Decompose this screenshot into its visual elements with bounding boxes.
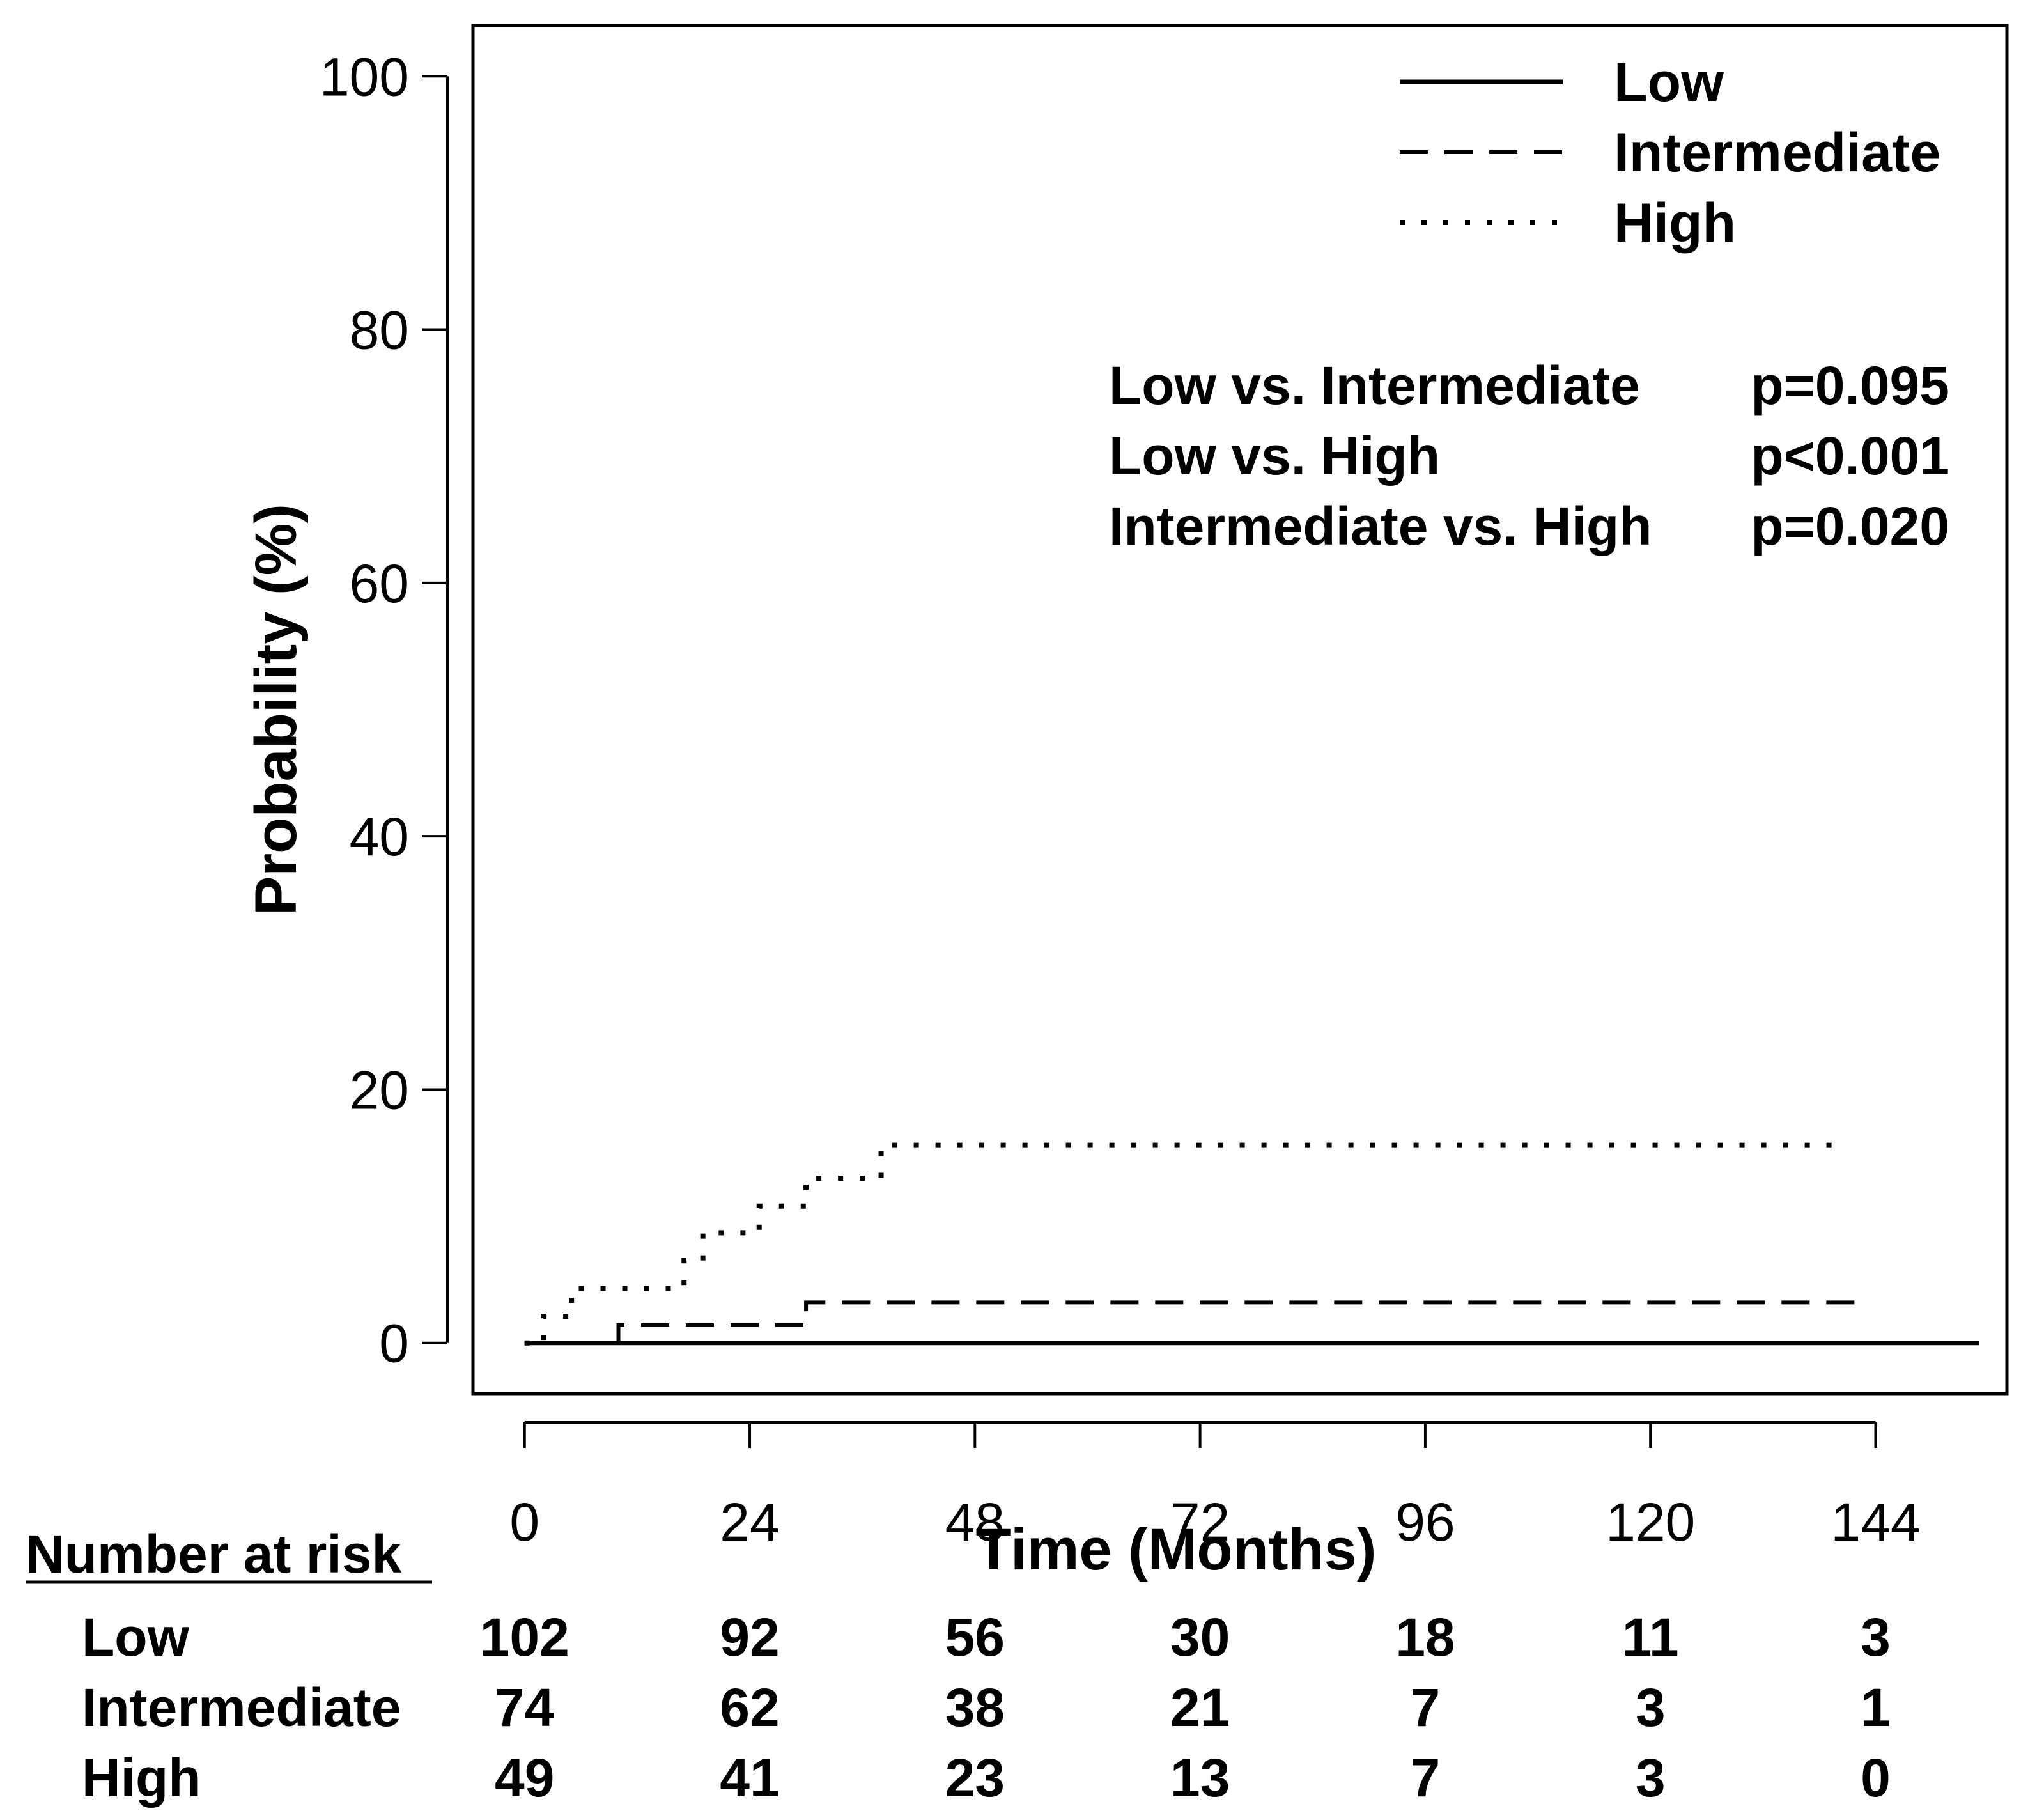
risk-row-label: Low [82,1607,190,1667]
p-value-block: Low vs. Intermediate p=0.095 Low vs. High p… [1109,355,1949,556]
comparison-label: Low vs. Intermediate [1109,355,1640,416]
risk-table-title: Number at risk [26,1524,401,1584]
risk-cell: 56 [945,1607,1005,1667]
comparison-p-value: p=0.020 [1751,496,1949,556]
risk-cell: 23 [945,1748,1005,1808]
y-tick-label: 100 [320,47,409,107]
x-tick-label: 96 [1395,1492,1455,1552]
legend-label-intermediate: Intermediate [1614,122,1940,183]
x-tick-label: 72 [1170,1492,1230,1552]
y-axis: 0 20 40 60 80 100 [320,47,449,1374]
y-tick-label: 20 [350,1060,409,1120]
risk-cell: 62 [720,1677,779,1738]
risk-cell: 30 [1170,1607,1230,1667]
comparison-p-value: p<0.001 [1751,426,1949,486]
curves [524,1142,1979,1346]
y-tick-label: 0 [379,1314,409,1374]
risk-row-label: Intermediate [82,1677,401,1738]
risk-cell: 92 [720,1607,779,1667]
x-tick-label: 144 [1831,1492,1920,1552]
risk-cell: 3 [1636,1748,1666,1808]
risk-cell: 11 [1622,1607,1679,1667]
risk-cell: 0 [1861,1748,1891,1808]
x-tick-label: 0 [509,1492,539,1552]
risk-cell: 3 [1636,1677,1666,1738]
plot-frame [471,24,2009,1396]
legend-label-high: High [1614,192,1736,254]
risk-cell: 1 [1861,1677,1891,1738]
x-tick-label: 24 [720,1492,779,1552]
y-tick-label: 80 [350,300,409,361]
risk-cell: 13 [1170,1748,1230,1808]
risk-cell: 7 [1411,1677,1441,1738]
x-axis-title: Time (Months) [976,1517,1377,1582]
comparison-p-value: p=0.095 [1751,355,1949,416]
x-tick-label: 120 [1606,1492,1695,1552]
risk-cell: 18 [1395,1607,1455,1667]
risk-cell: 74 [495,1677,555,1738]
comparison-label: Low vs. High [1109,426,1440,486]
risk-cell: 38 [945,1677,1005,1738]
risk-row-label: High [82,1748,201,1808]
x-axis: 0 24 48 72 96 120 144 [509,1421,1921,1552]
legend-label-low: Low [1614,52,1724,113]
curve-high [524,1142,1838,1346]
legend: Low Intermediate High [1400,52,1940,254]
risk-cell: 3 [1861,1607,1891,1667]
comparison-label: Intermediate vs. High [1109,496,1652,556]
x-tick-label: 48 [945,1492,1005,1552]
curve-intermediate [524,1300,1866,1345]
risk-cell: 49 [495,1748,554,1808]
risk-cell: 7 [1411,1748,1441,1808]
y-tick-label: 60 [350,554,409,614]
risk-cell: 21 [1170,1677,1230,1738]
risk-cell: 41 [720,1748,779,1808]
y-tick-label: 40 [350,807,409,867]
y-axis-title: Probability (%) [244,504,309,915]
risk-cell: 102 [480,1607,569,1667]
